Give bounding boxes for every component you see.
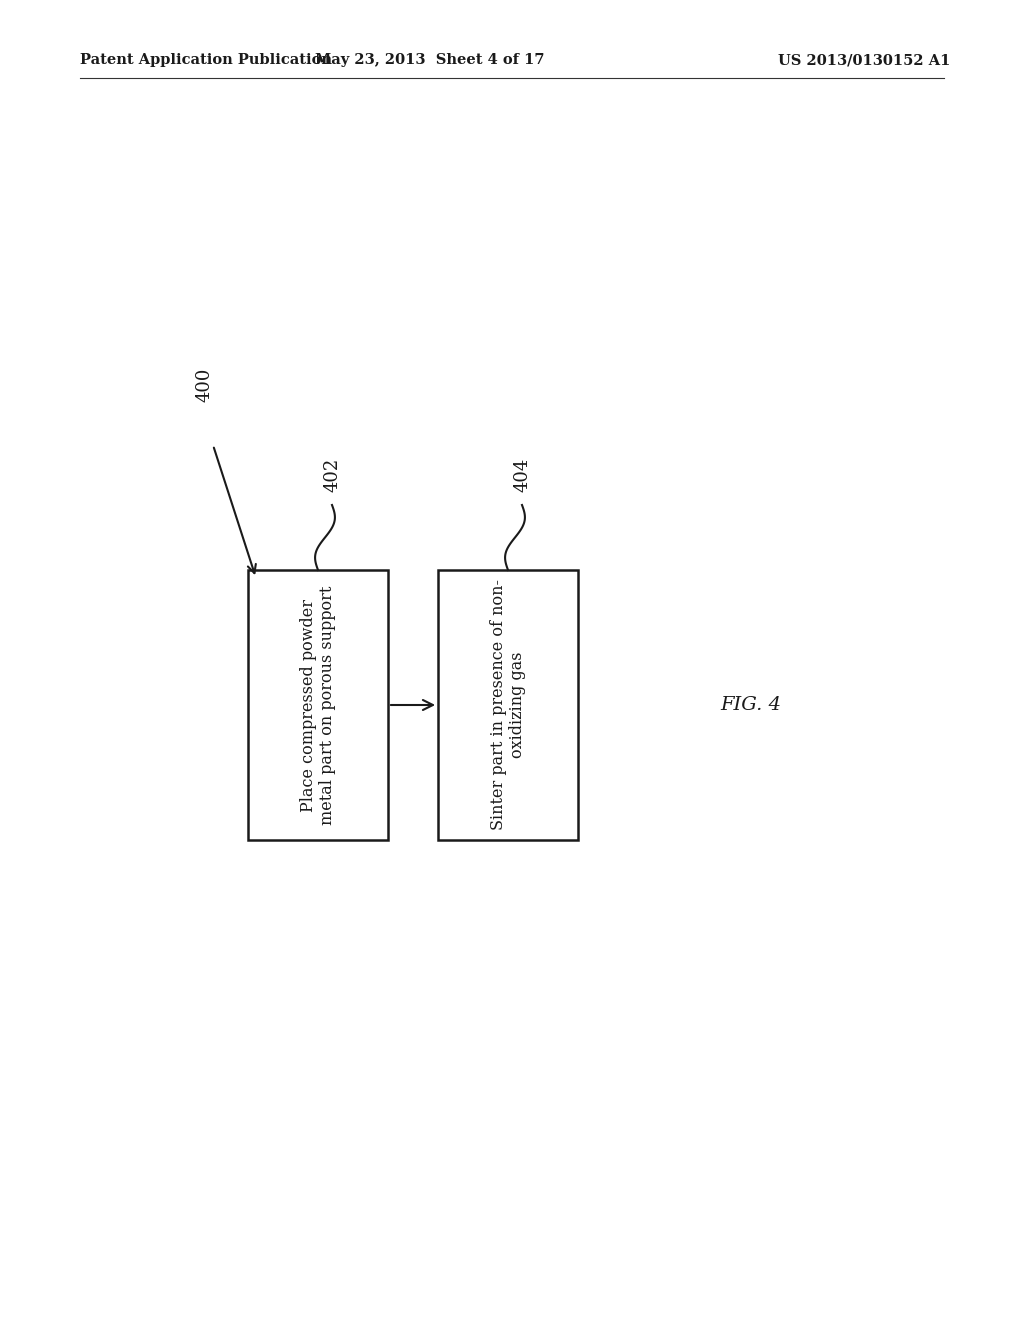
Text: US 2013/0130152 A1: US 2013/0130152 A1 xyxy=(777,53,950,67)
Text: Place compressed powder
metal part on porous support: Place compressed powder metal part on po… xyxy=(300,585,336,825)
Text: 402: 402 xyxy=(323,458,341,492)
Text: Patent Application Publication: Patent Application Publication xyxy=(80,53,332,67)
Text: 400: 400 xyxy=(196,368,214,403)
Text: May 23, 2013  Sheet 4 of 17: May 23, 2013 Sheet 4 of 17 xyxy=(315,53,545,67)
Text: 404: 404 xyxy=(513,458,531,492)
Bar xyxy=(438,570,578,840)
Text: Sinter part in presence of non-
oxidizing gas: Sinter part in presence of non- oxidizin… xyxy=(489,579,526,830)
Bar xyxy=(248,570,388,840)
Text: FIG. 4: FIG. 4 xyxy=(720,696,781,714)
